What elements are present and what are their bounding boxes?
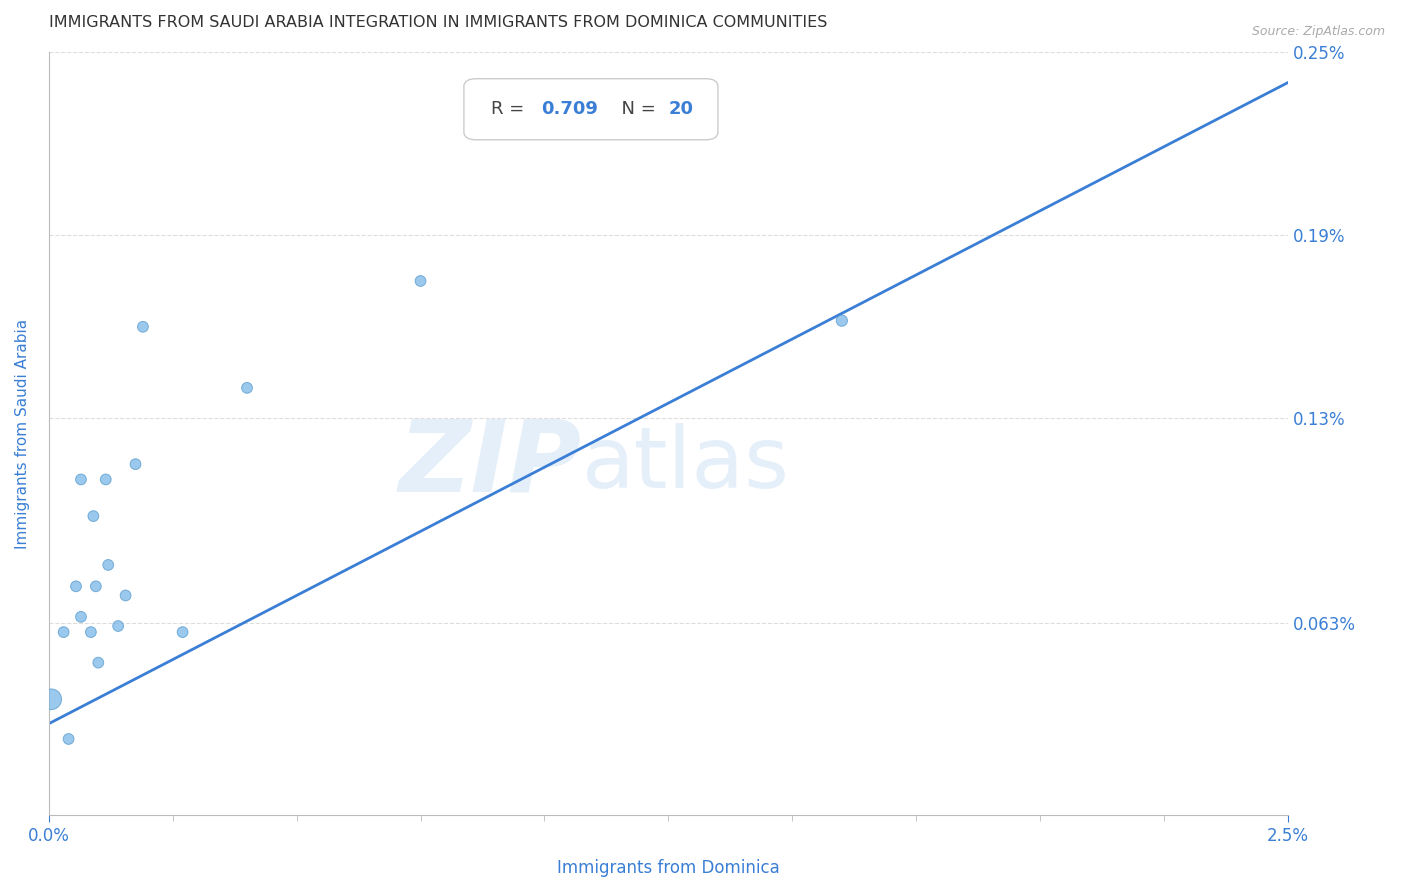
Point xyxy=(409,274,432,288)
Point xyxy=(84,579,107,593)
Point xyxy=(80,625,103,640)
Point xyxy=(82,509,104,524)
Point xyxy=(65,579,87,593)
Text: ZIP: ZIP xyxy=(399,416,582,513)
Point xyxy=(97,558,120,572)
Point xyxy=(236,381,259,395)
Text: Source: ZipAtlas.com: Source: ZipAtlas.com xyxy=(1251,25,1385,38)
Point xyxy=(52,625,75,640)
Point xyxy=(39,692,62,706)
Point xyxy=(94,473,117,487)
Text: IMMIGRANTS FROM SAUDI ARABIA INTEGRATION IN IMMIGRANTS FROM DOMINICA COMMUNITIES: IMMIGRANTS FROM SAUDI ARABIA INTEGRATION… xyxy=(49,15,827,30)
Point xyxy=(172,625,194,640)
Point xyxy=(831,314,853,328)
Text: N =: N = xyxy=(610,100,662,119)
Text: 0.709: 0.709 xyxy=(541,100,598,119)
Text: atlas: atlas xyxy=(582,423,790,506)
Point xyxy=(87,656,110,670)
Point xyxy=(58,731,80,746)
Y-axis label: Immigrants from Saudi Arabia: Immigrants from Saudi Arabia xyxy=(15,318,30,549)
Point xyxy=(132,319,155,334)
Text: 20: 20 xyxy=(668,100,693,119)
FancyBboxPatch shape xyxy=(464,78,718,140)
Point xyxy=(114,589,136,603)
Point xyxy=(70,473,93,487)
Point xyxy=(124,457,146,471)
Point xyxy=(70,610,93,624)
X-axis label: Immigrants from Dominica: Immigrants from Dominica xyxy=(557,859,780,877)
Text: R =: R = xyxy=(491,100,530,119)
Point xyxy=(107,619,129,633)
